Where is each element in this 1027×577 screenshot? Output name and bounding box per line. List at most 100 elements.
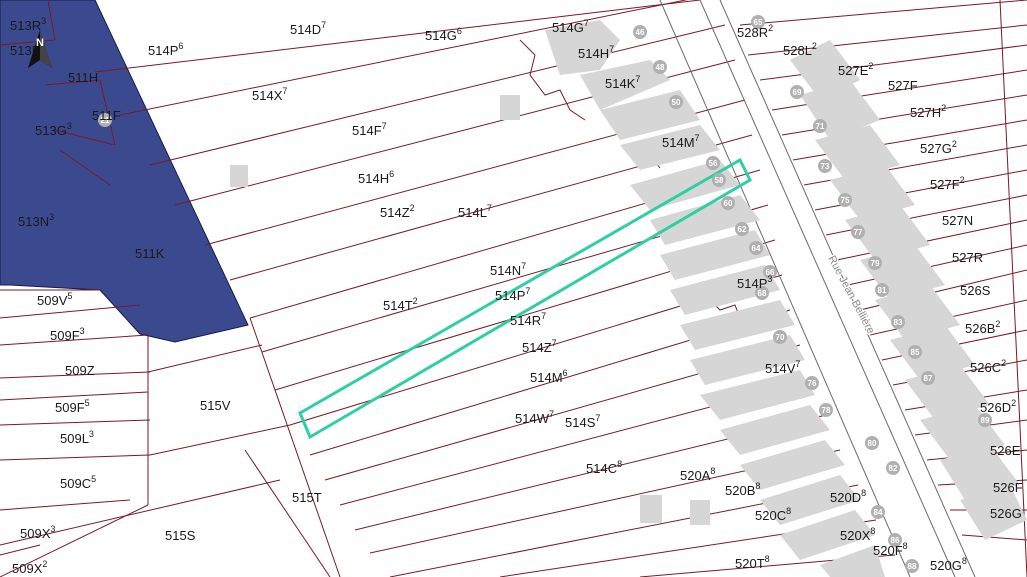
lot-number: 514L	[458, 205, 487, 220]
lot-label[interactable]: 526D2	[980, 398, 1016, 415]
lot-number: 513R	[10, 18, 41, 33]
house-number-label: 71	[816, 122, 825, 131]
lot-number: 514H	[578, 46, 609, 61]
lot-label[interactable]: 514C8	[586, 459, 622, 476]
lot-label[interactable]: 520G8	[930, 556, 967, 573]
house-number-label: 70	[776, 333, 785, 342]
lot-label[interactable]: 520T8	[735, 554, 770, 571]
house-number-label: 64	[752, 244, 761, 253]
lot-label[interactable]: 509F5	[55, 398, 90, 415]
svg-text:N: N	[36, 37, 44, 49]
lot-number: 514R	[510, 313, 541, 328]
lot-number: 509F	[50, 328, 80, 343]
lot-label[interactable]: 509X3	[20, 524, 55, 541]
lot-label[interactable]: 514W7	[515, 409, 554, 426]
lot-label[interactable]: 514P3	[737, 274, 772, 291]
lot-label[interactable]: 514H6	[358, 169, 394, 186]
lot-labels: 513R3513B3511H513G3511F513N3511K514P6514…	[10, 16, 1023, 576]
lot-label[interactable]: 526S	[960, 283, 991, 298]
lot-label[interactable]: 527E2	[838, 61, 873, 78]
lot-label[interactable]: 509Z	[65, 363, 95, 378]
lot-superscript: 8	[962, 556, 967, 566]
lot-label[interactable]: 527F2	[930, 175, 965, 192]
lot-number: 527F	[930, 177, 960, 192]
lot-label[interactable]: 514S7	[565, 413, 600, 430]
lot-label[interactable]: 511H	[68, 70, 98, 85]
lot-number: 514Z	[380, 205, 410, 220]
lot-label[interactable]: 514V7	[765, 359, 800, 376]
lot-label[interactable]: 514G6	[425, 26, 462, 43]
lot-label[interactable]: 509X2	[12, 559, 47, 576]
lot-label[interactable]: 514X7	[252, 86, 287, 103]
lot-label[interactable]: 515S	[165, 528, 196, 543]
selected-parcel-outline[interactable]	[298, 157, 752, 440]
lot-label[interactable]: 514M7	[662, 133, 700, 150]
lot-label[interactable]: 527H2	[910, 103, 946, 120]
lot-label[interactable]: 527N	[942, 213, 973, 228]
lot-superscript: 3	[89, 429, 94, 439]
lot-label[interactable]: 514P6	[148, 41, 183, 58]
lot-label[interactable]: 527R	[952, 250, 983, 265]
lot-label[interactable]: 513N3	[18, 212, 54, 229]
lot-label[interactable]: 520B8	[725, 481, 760, 498]
lot-number: 520B	[725, 483, 755, 498]
lot-label[interactable]: 515V	[200, 398, 231, 413]
lot-label[interactable]: 513R3	[10, 16, 46, 33]
lot-label[interactable]: 514M6	[530, 368, 568, 385]
lot-label[interactable]: 514T2	[383, 296, 418, 313]
lot-label[interactable]: 515T	[292, 490, 322, 505]
lot-label[interactable]: 514P7	[495, 286, 530, 303]
lot-label[interactable]: 509V5	[37, 291, 72, 308]
lot-label[interactable]: 527G2	[920, 139, 957, 156]
lot-label[interactable]: 526E	[990, 443, 1021, 458]
house-number-label: 65	[754, 18, 763, 27]
lot-number: 526B	[965, 321, 995, 336]
lot-superscript: 7	[525, 286, 530, 296]
lot-label[interactable]: 528L2	[783, 41, 817, 58]
house-number-label: 88	[908, 562, 917, 571]
lot-number: 527R	[952, 250, 983, 265]
lot-label[interactable]: 527F	[888, 78, 918, 93]
house-number-badge-icon: 65	[751, 15, 765, 29]
lot-label[interactable]: 520F8	[873, 541, 908, 558]
parcel-511k-highlight[interactable]	[0, 0, 249, 343]
lot-label[interactable]: 514F7	[352, 121, 387, 138]
lot-label[interactable]: 526B2	[965, 319, 1000, 336]
lot-superscript: 6	[389, 169, 394, 179]
lot-label[interactable]: 526C2	[970, 358, 1006, 375]
lot-label[interactable]: 514R7	[510, 311, 546, 328]
lot-label[interactable]: 511K	[135, 246, 165, 261]
lot-label[interactable]: 514L7	[458, 203, 492, 220]
lot-superscript: 7	[635, 74, 640, 84]
lot-label[interactable]: 526G	[990, 506, 1022, 521]
lot-label[interactable]: 511F	[92, 108, 121, 123]
lot-label[interactable]: 520C8	[755, 506, 791, 523]
lot-label[interactable]: 513G3	[35, 121, 72, 138]
lot-label[interactable]: 520X8	[840, 526, 875, 543]
house-number-badge-icon: 81	[875, 283, 889, 297]
lot-label[interactable]: 509F3	[50, 326, 85, 343]
lot-label[interactable]: 528R2	[737, 23, 773, 40]
lot-label[interactable]: 520A8	[680, 466, 715, 483]
lot-label[interactable]: 514Z2	[380, 203, 415, 220]
lot-superscript: 6	[178, 41, 183, 51]
lot-number: 520X	[840, 528, 871, 543]
lot-label[interactable]: 526F	[993, 480, 1023, 495]
lot-label[interactable]: 514G7	[552, 18, 589, 35]
lot-number: 515S	[165, 528, 196, 543]
lot-label[interactable]: 514Z7	[522, 338, 557, 355]
lot-superscript: 7	[321, 20, 326, 30]
lot-label[interactable]: 514D7	[290, 20, 326, 37]
lot-superscript: 2	[995, 319, 1000, 329]
lot-label[interactable]: 520D8	[830, 488, 866, 505]
house-number-badge-icon: 77	[851, 225, 865, 239]
lot-label[interactable]: 514K7	[605, 74, 640, 91]
lot-label[interactable]: 514N7	[490, 261, 526, 278]
lot-label[interactable]: 509C5	[60, 474, 96, 491]
lot-label[interactable]: 509L3	[60, 429, 94, 446]
lot-label[interactable]: 514H7	[578, 44, 614, 61]
lot-number: 514M	[662, 135, 695, 150]
lot-number: 509L	[60, 431, 89, 446]
